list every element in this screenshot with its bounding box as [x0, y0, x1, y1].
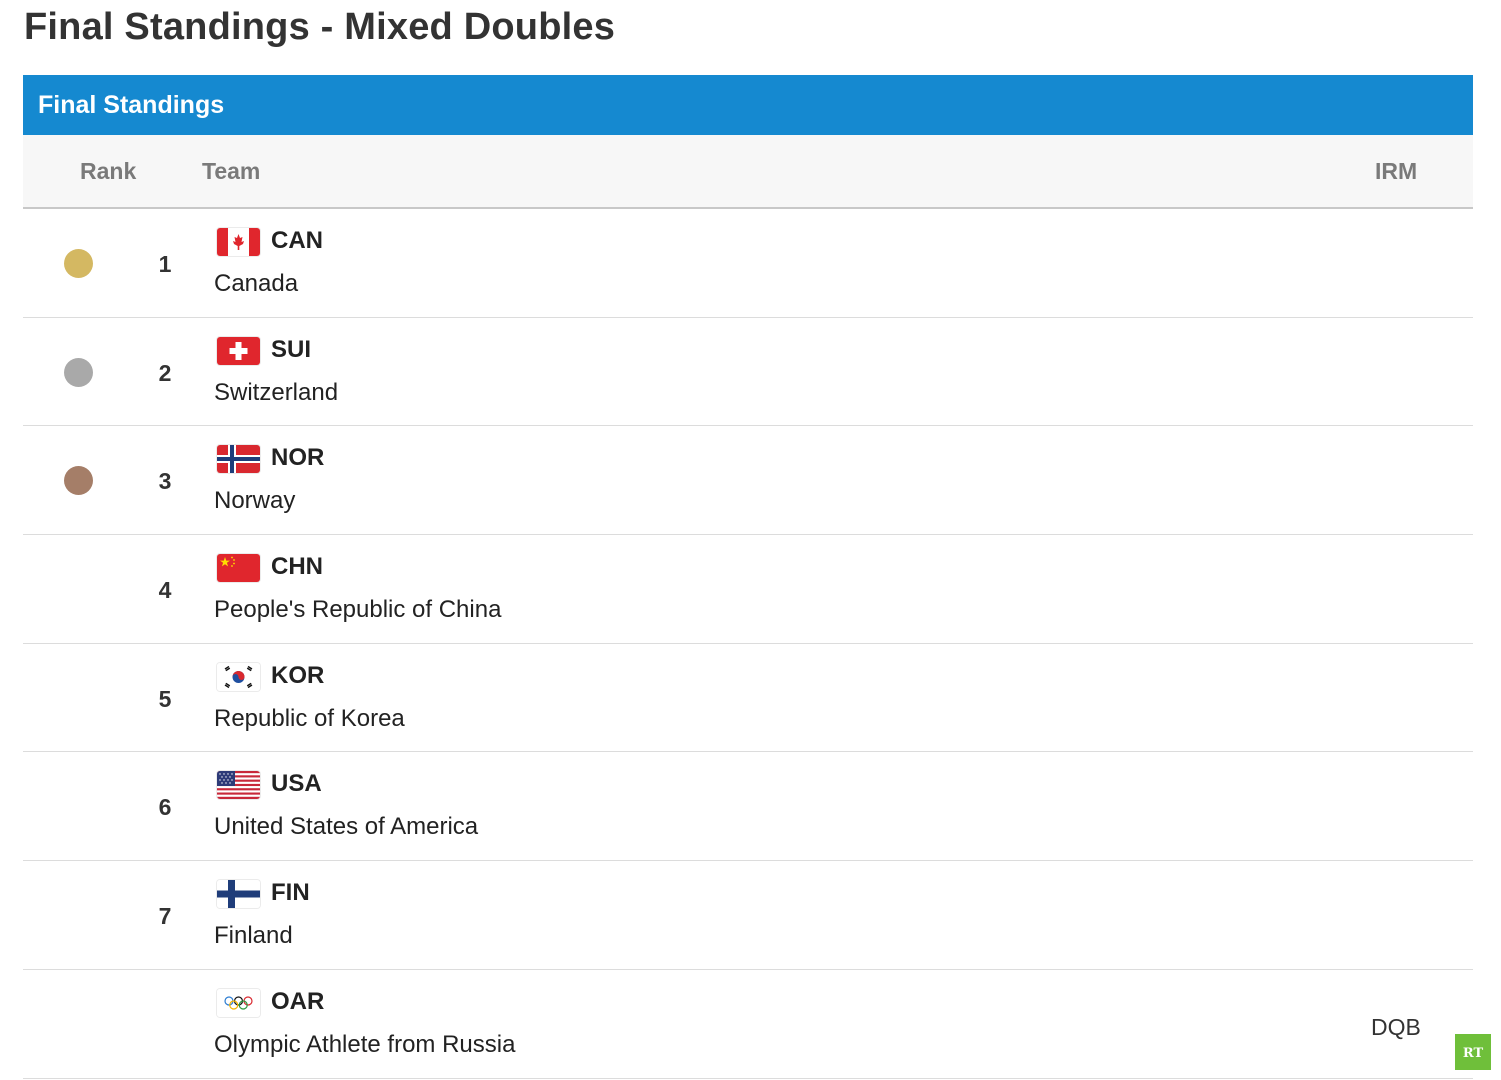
column-header-row: Rank Team IRM	[23, 135, 1473, 209]
team-code[interactable]: NOR	[271, 444, 325, 472]
canada-flag-icon	[217, 228, 260, 256]
olympic-rings-icon	[217, 988, 260, 1017]
svg-text:RT: RT	[1463, 1046, 1484, 1059]
rank-value: 3	[158, 468, 172, 495]
panel-header: Final Standings	[23, 75, 1473, 135]
switzerland-flag-icon	[217, 336, 260, 365]
standings-row[interactable]: OAR Olympic Athlete from Russia DQB	[23, 970, 1473, 1079]
team-code[interactable]: KOR	[271, 661, 325, 689]
rank-column-header[interactable]: Rank	[80, 158, 137, 184]
team-code[interactable]: CAN	[271, 227, 323, 254]
irm-value: DQB	[1371, 1013, 1421, 1040]
rank-value: 5	[158, 685, 172, 712]
standings-row[interactable]: 5 KOR Republic of Korea	[23, 644, 1473, 753]
country-name[interactable]: Canada	[214, 270, 299, 297]
standings-row[interactable]: 6 USA United States of Am	[23, 752, 1473, 862]
country-name[interactable]: Finland	[214, 922, 293, 950]
bronze-medal-icon	[64, 466, 93, 496]
irm-column-header[interactable]: IRM	[1375, 158, 1418, 184]
norway-flag-icon	[217, 445, 260, 474]
country-name[interactable]: People's Republic of China	[214, 596, 502, 624]
standings-row[interactable]: 7 FIN Finland	[23, 861, 1473, 970]
usa-flag-icon	[217, 771, 260, 800]
team-code[interactable]: FIN	[271, 879, 310, 907]
country-name[interactable]: Republic of Korea	[214, 704, 405, 732]
country-name[interactable]: United States of America	[214, 813, 479, 841]
standings-row[interactable]: 3 NOR Norway	[23, 426, 1473, 536]
rank-value: 1	[158, 251, 172, 277]
finland-flag-icon	[217, 880, 260, 909]
rank-value: 2	[158, 359, 172, 386]
country-name[interactable]: Olympic Athlete from Russia	[214, 1030, 516, 1058]
rank-value: 6	[158, 794, 172, 821]
team-column-header[interactable]: Team	[202, 158, 261, 184]
gold-medal-icon	[64, 249, 93, 278]
rank-value: 4	[158, 577, 172, 604]
standings-row[interactable]: 1 CAN Canada	[23, 209, 1473, 318]
standings-panel: Final Standings Rank Team IRM 1 CAN Cana…	[23, 75, 1473, 1079]
korea-flag-icon	[217, 662, 260, 691]
page-title: Final Standings - Mixed Doubles	[24, 6, 616, 48]
rank-value: 7	[158, 903, 172, 930]
silver-medal-icon	[64, 357, 93, 387]
team-code[interactable]: SUI	[271, 335, 312, 363]
china-flag-icon	[217, 554, 260, 583]
team-code[interactable]: OAR	[271, 987, 325, 1015]
standings-row[interactable]: 2 SUI Switzerland	[23, 318, 1473, 427]
team-code[interactable]: USA	[271, 770, 322, 798]
country-name[interactable]: Norway	[214, 487, 296, 515]
rt-logo-icon: RT	[1455, 1034, 1491, 1070]
standings-row[interactable]: 4 CHN People's Republic of China	[23, 535, 1473, 644]
country-name[interactable]: Switzerland	[214, 378, 339, 406]
team-code[interactable]: CHN	[271, 553, 323, 581]
